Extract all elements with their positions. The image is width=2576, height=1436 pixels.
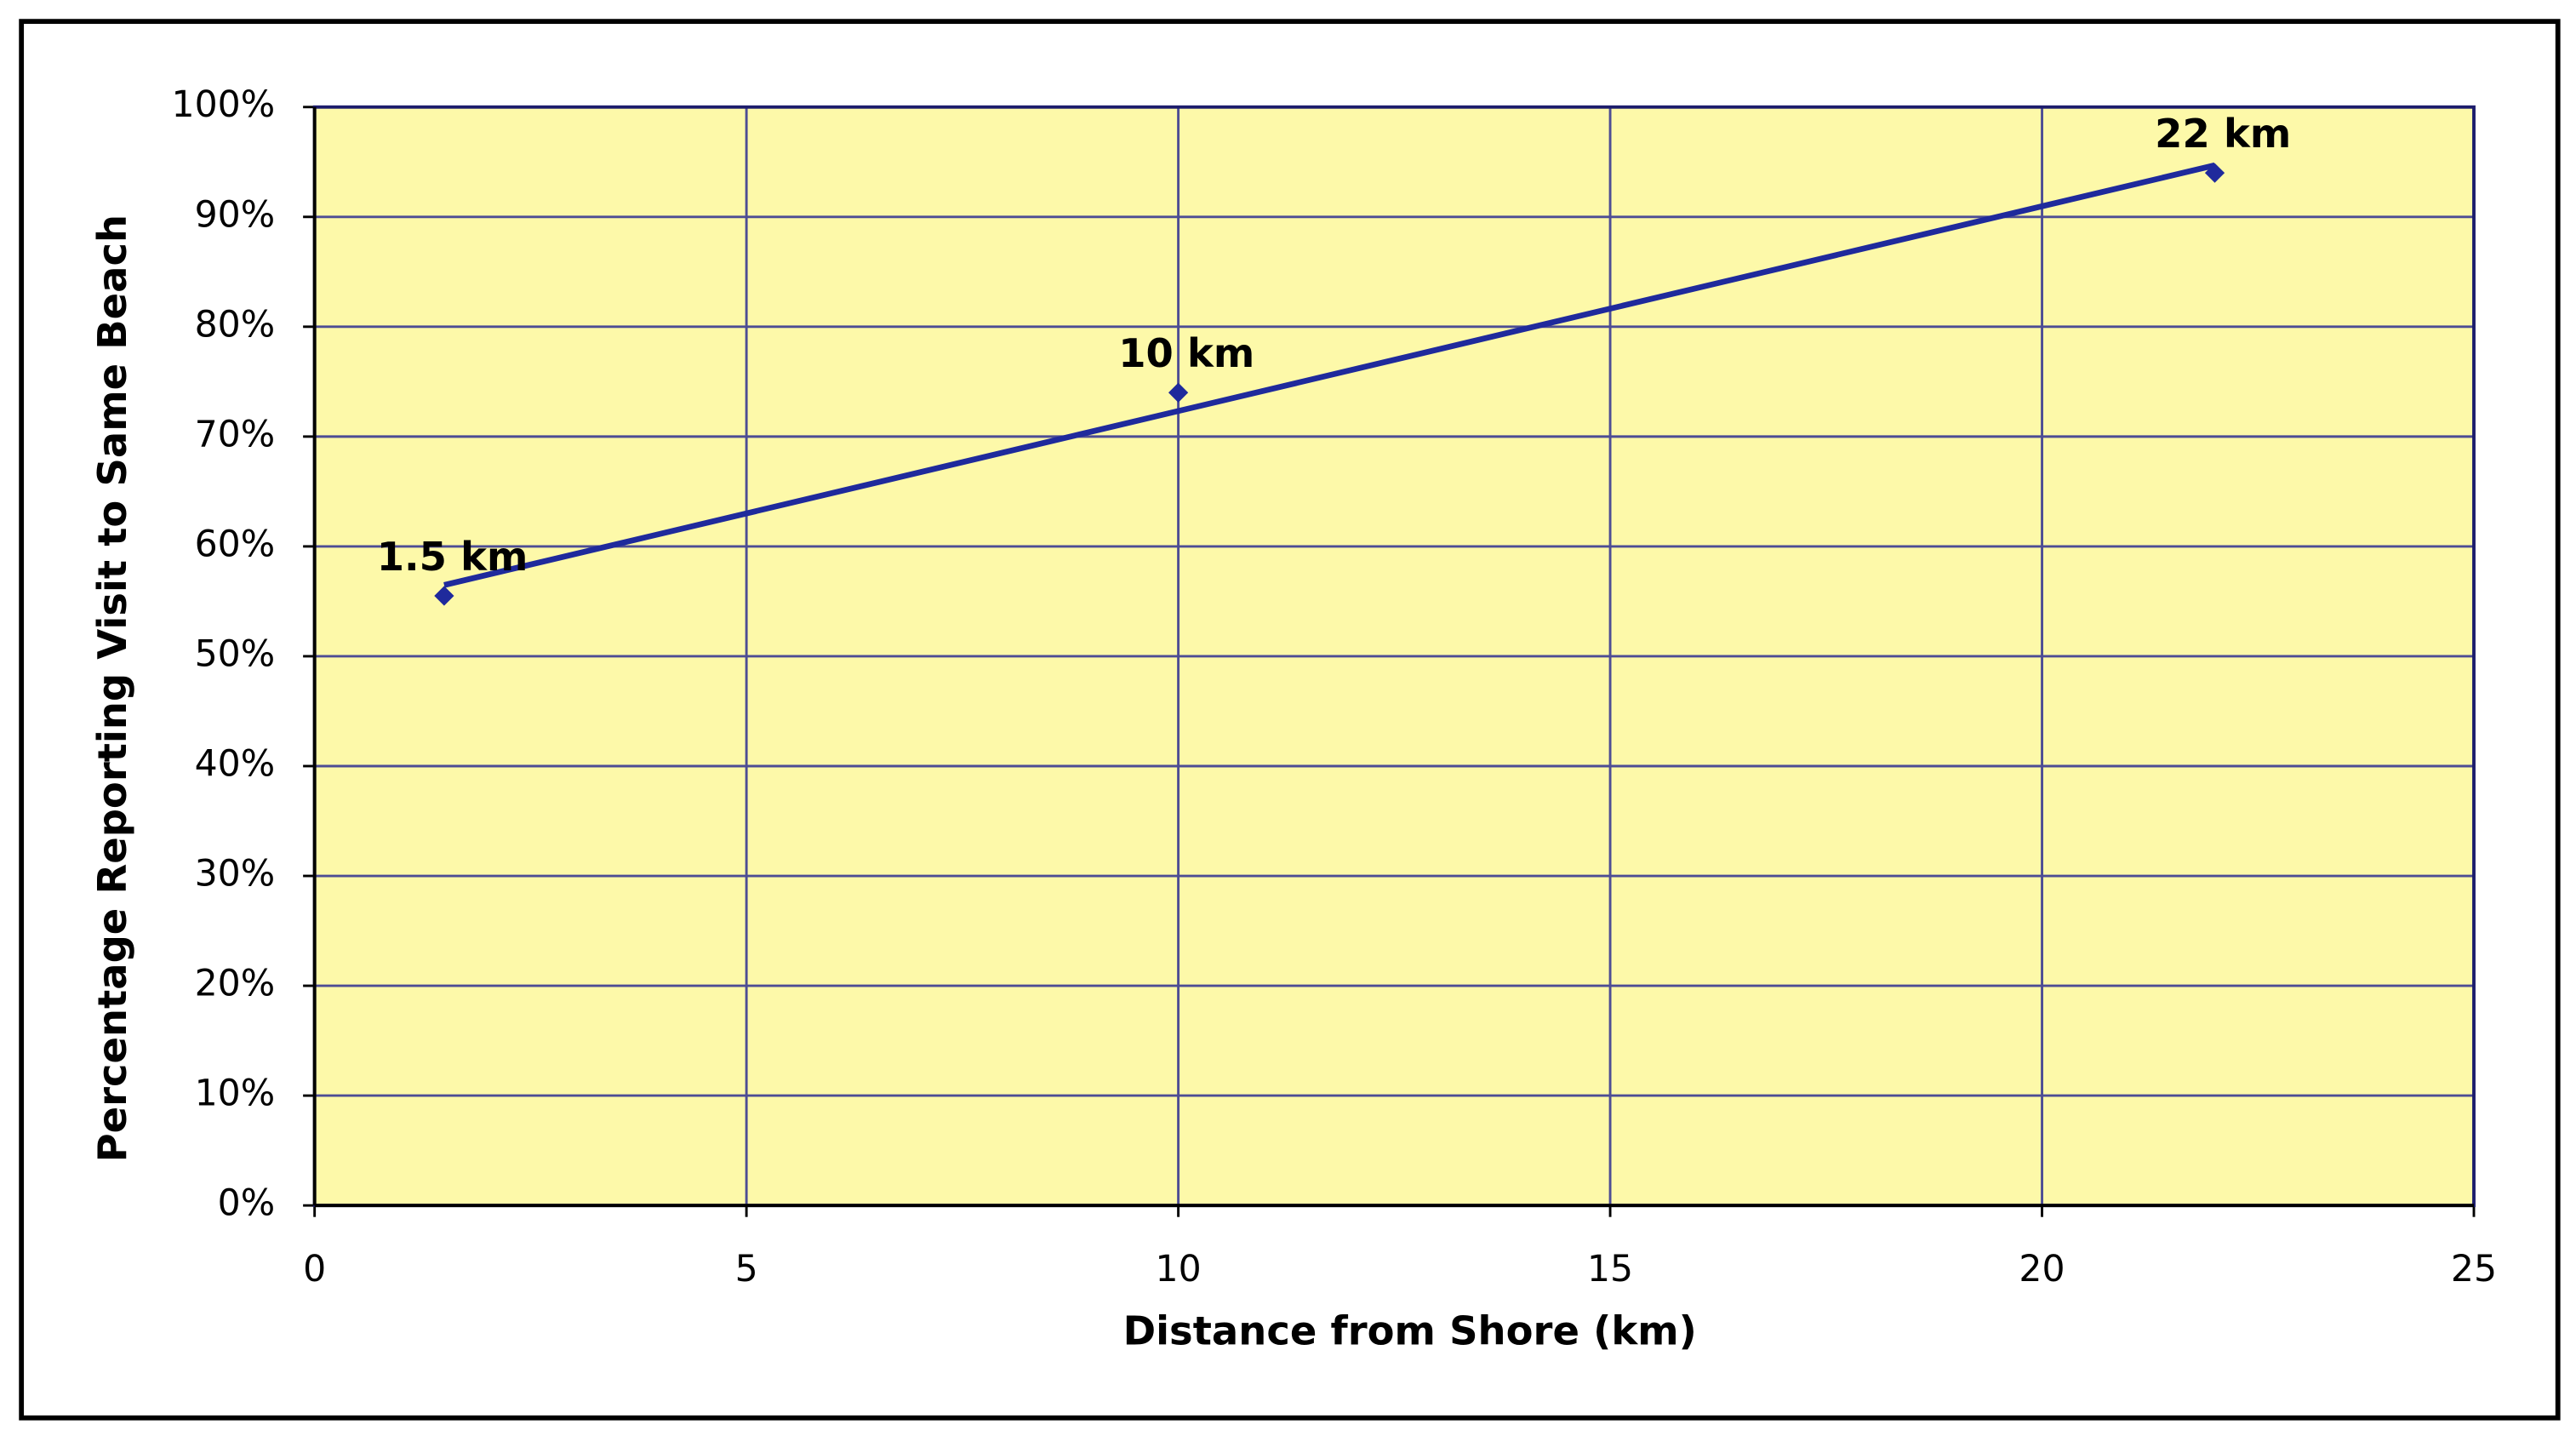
point-label: 22 km xyxy=(2155,111,2291,157)
point-label: 10 km xyxy=(1118,330,1254,376)
y-tick-label: 40% xyxy=(195,742,276,785)
y-tick-label: 70% xyxy=(195,413,276,455)
point-label: 1.5 km xyxy=(377,534,528,580)
x-axis-label: Distance from Shore (km) xyxy=(1123,1308,1697,1354)
point xyxy=(434,586,454,606)
y-tick-label: 100% xyxy=(172,83,276,126)
y-tick-label: 80% xyxy=(195,303,276,346)
trendline xyxy=(443,162,2216,588)
x-tick-label: 10 xyxy=(1156,1248,1202,1290)
y-axis-label: Percentage Reporting Visit to Same Beach xyxy=(89,215,135,1162)
y-tick-label: 30% xyxy=(195,853,276,895)
x-tick-label: 15 xyxy=(1587,1248,1633,1290)
y-tick-label: 50% xyxy=(195,632,276,675)
x-tick-label: 0 xyxy=(303,1248,326,1290)
y-tick-label: 20% xyxy=(195,963,276,1005)
x-tick-label: 20 xyxy=(2019,1248,2065,1290)
y-tick-label: 60% xyxy=(195,523,276,565)
y-tick-label: 90% xyxy=(195,193,276,236)
y-tick-label: 0% xyxy=(218,1182,276,1225)
x-tick-label: 25 xyxy=(2451,1248,2497,1290)
point xyxy=(1168,382,1189,403)
y-tick-label: 10% xyxy=(195,1073,276,1115)
x-tick-label: 5 xyxy=(735,1248,758,1290)
